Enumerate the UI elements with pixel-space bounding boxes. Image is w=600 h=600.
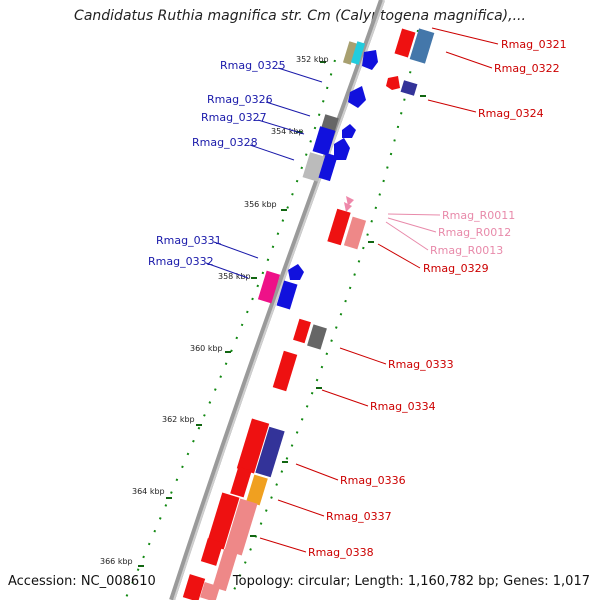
gene-label: Rmag_0331 [156, 234, 222, 247]
forward-genes [257, 41, 378, 310]
genome-backbone [169, 0, 385, 600]
scale-label: 362 kbp [162, 415, 195, 424]
reverse-genes [182, 28, 435, 600]
gene-label: Rmag_0333 [388, 358, 454, 371]
reverse-leader-lines [259, 27, 499, 553]
rna-leader-lines [385, 213, 441, 251]
gene-label: Rmag_0325 [220, 59, 286, 72]
scale-label: 352 kbp [296, 55, 329, 64]
gene-label: Rmag_0329 [423, 262, 489, 275]
gene-label: Rmag_0322 [494, 62, 560, 75]
scale-label: 354 kbp [271, 127, 304, 136]
scale-labels: 352 kbp 354 kbp 356 kbp 358 kbp 360 kbp … [100, 55, 329, 566]
genome-backbone-inner [173, 0, 385, 600]
gene-label: Rmag_0334 [370, 400, 436, 413]
gene-label: Rmag_0332 [148, 255, 214, 268]
scale-label: 356 kbp [244, 200, 277, 209]
genome-summary-text: Topology: circular; Length: 1,160,782 bp… [232, 574, 590, 589]
accession-text: Accession: NC_008610 [8, 574, 156, 589]
gene-label: Rmag_0338 [308, 546, 374, 559]
scale-label: 364 kbp [132, 487, 165, 496]
scale-label: 360 kbp [190, 344, 223, 353]
gene-label: Rmag_0328 [192, 136, 258, 149]
rna-labels: Rmag_R0011 Rmag_R0012 Rmag_R0013 [430, 209, 515, 257]
gene-label: Rmag_0336 [340, 474, 406, 487]
map-title: Candidatus Ruthia magnifica str. Cm (Cal… [74, 8, 526, 24]
gene-label: Rmag_0327 [201, 111, 267, 124]
gene-label: Rmag_0326 [207, 93, 273, 106]
scale-ticks [138, 61, 426, 567]
gene-label: Rmag_0321 [501, 38, 567, 51]
forward-leader-lines [205, 67, 323, 279]
gene-label: Rmag_0324 [478, 107, 544, 120]
gene-label: Rmag_0337 [326, 510, 392, 523]
gene-label: Rmag_R0011 [442, 209, 515, 222]
scale-label: 358 kbp [218, 272, 251, 281]
gene-label: Rmag_R0012 [438, 226, 511, 239]
reverse-labels: Rmag_0321 Rmag_0322 Rmag_0324 Rmag_0329 … [308, 38, 567, 559]
inner-track-dots [229, 29, 419, 600]
forward-labels: Rmag_0325 Rmag_0326 Rmag_0327 Rmag_0328 … [148, 59, 286, 268]
scale-label: 366 kbp [100, 557, 133, 566]
gene-label: Rmag_R0013 [430, 244, 503, 257]
